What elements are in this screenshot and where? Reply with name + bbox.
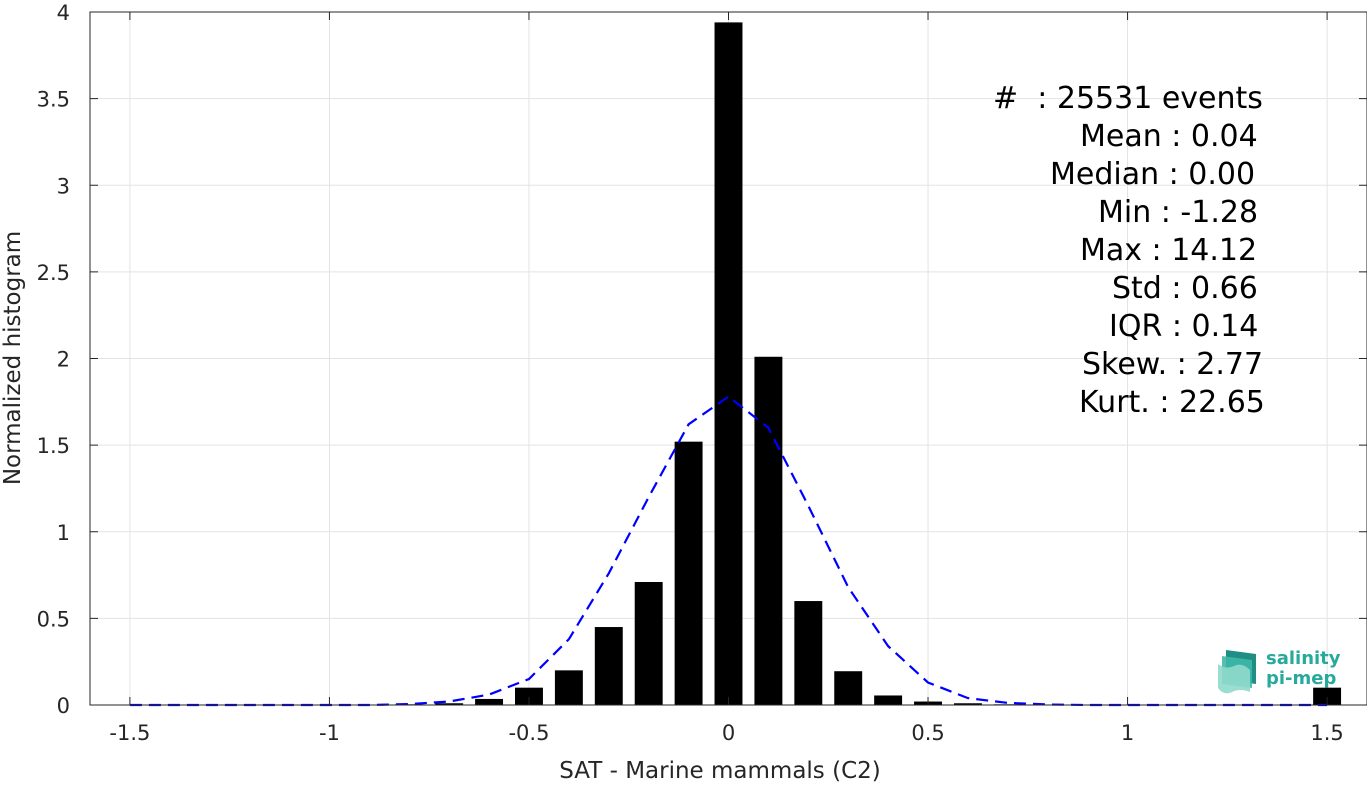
- y-tick-label: 3: [57, 174, 70, 198]
- stat-iqr: IQR : 0.14: [1109, 309, 1259, 344]
- histogram-bar: [515, 687, 543, 705]
- y-tick-label: 1.5: [37, 434, 70, 458]
- histogram-bar: [794, 601, 823, 705]
- histogram-bar: [834, 671, 863, 705]
- stat-min: Min : -1.28: [1098, 195, 1259, 230]
- stat-median: Median : 0.00: [1050, 157, 1256, 192]
- stat-std: Std : 0.66: [1112, 271, 1258, 306]
- y-tick-label: 2.5: [37, 261, 70, 285]
- x-tick-label: 0: [722, 721, 735, 745]
- x-tick-label: 1: [1121, 721, 1134, 745]
- histogram-bar: [1313, 687, 1342, 705]
- histogram-bar: [674, 441, 703, 705]
- x-axis-ticks: -1.5 -1 -0.5 0 0.5 1 1.5: [109, 12, 1344, 745]
- histogram-bar: [634, 581, 663, 705]
- logo-wave-icon: [1218, 650, 1256, 694]
- y-tick-label: 1: [57, 521, 70, 545]
- x-tick-label: -1.5: [109, 721, 150, 745]
- stat-events: # : 25531 events: [993, 81, 1263, 116]
- x-tick-label: 1.5: [1310, 721, 1343, 745]
- stat-skew: Skew. : 2.77: [1082, 347, 1264, 382]
- stat-max: Max : 14.12: [1080, 233, 1258, 268]
- y-tick-label: 4: [57, 1, 70, 25]
- y-tick-label: 0: [57, 694, 70, 718]
- logo-line1: salinity: [1266, 648, 1341, 669]
- histogram-bar: [554, 670, 583, 705]
- histogram-bar: [714, 22, 743, 705]
- histogram-bar: [435, 703, 464, 705]
- y-axis-ticks: 0 0.5 1 1.5 2 2.5 3 3.5 4: [37, 1, 1367, 718]
- y-tick-label: 0.5: [37, 607, 70, 631]
- stat-mean: Mean : 0.04: [1080, 119, 1258, 154]
- stat-kurt: Kurt. : 22.65: [1079, 385, 1265, 420]
- x-tick-label: 0.5: [911, 721, 944, 745]
- histogram-bar: [594, 627, 623, 705]
- y-axis-label: Normalized histogram: [0, 231, 26, 485]
- histogram-bar: [754, 356, 783, 705]
- x-tick-label: -1: [319, 721, 340, 745]
- histogram-bar: [475, 698, 504, 705]
- x-tick-label: -0.5: [508, 721, 549, 745]
- histogram-bar: [874, 695, 903, 705]
- salinity-pi-mep-logo: salinity pi-mep: [1216, 648, 1346, 694]
- histogram-bars: [395, 22, 1342, 705]
- y-tick-label: 2: [57, 348, 70, 372]
- x-axis-label: SAT - Marine mammals (C2): [559, 758, 881, 784]
- histogram-bar: [953, 703, 982, 705]
- y-tick-label: 3.5: [37, 88, 70, 112]
- logo-line2: pi-mep: [1266, 668, 1337, 689]
